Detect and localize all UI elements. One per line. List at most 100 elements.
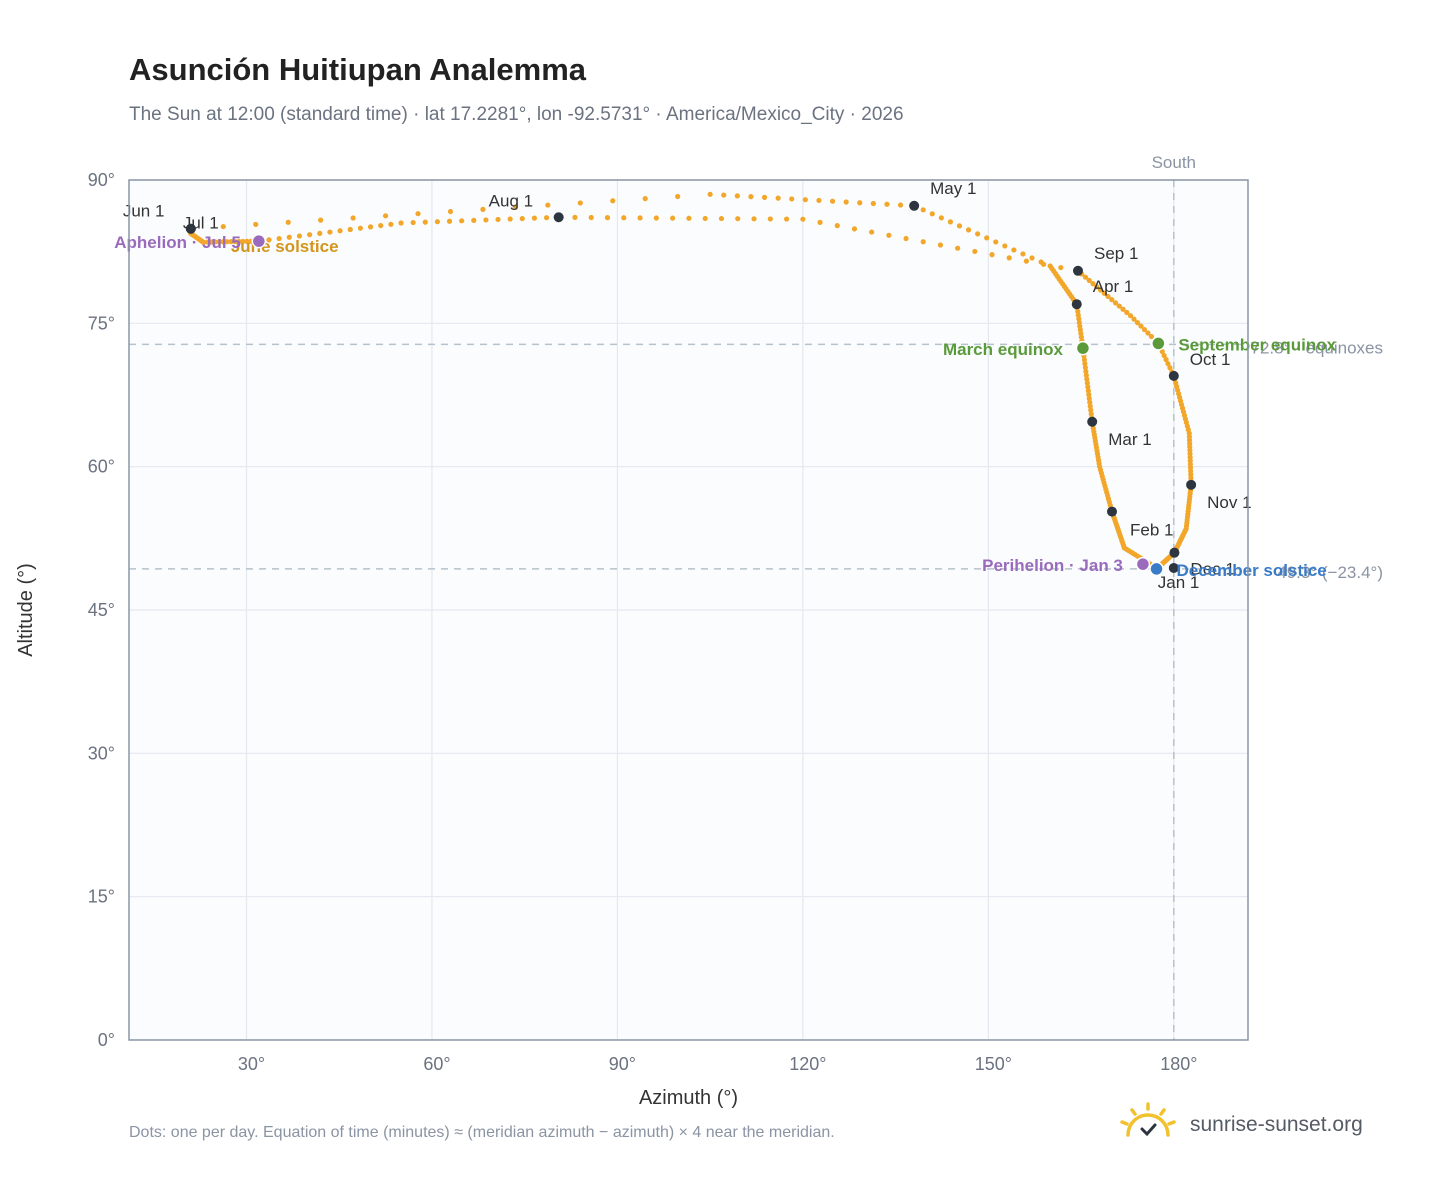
month-label: Nov 1 — [1207, 493, 1251, 512]
daily-dot — [367, 224, 374, 230]
event-dot — [1149, 561, 1164, 577]
daily-dot — [471, 217, 477, 223]
month-label: Feb 1 — [1130, 521, 1173, 540]
x-tick-label: 180° — [1160, 1054, 1197, 1074]
daily-dot — [1011, 247, 1017, 253]
daily-dot — [993, 239, 999, 245]
daily-dot — [588, 214, 594, 221]
daily-dot — [228, 239, 234, 245]
y-tick-label: 60° — [88, 457, 115, 477]
daily-dot — [721, 192, 727, 198]
daily-dot — [956, 223, 963, 229]
daily-dot — [1081, 357, 1087, 363]
daily-dot — [851, 226, 858, 232]
daily-dot — [285, 219, 291, 225]
daily-dot — [286, 234, 292, 240]
daily-dot — [1058, 264, 1064, 271]
x-tick-label: 90° — [609, 1054, 636, 1074]
daily-dot — [1161, 352, 1167, 359]
event-label: September equinox — [1178, 335, 1336, 354]
daily-dot — [318, 217, 324, 223]
daily-dot — [224, 239, 230, 245]
daily-dot — [1085, 388, 1091, 394]
footnote: Dots: one per day. Equation of time (min… — [129, 1124, 835, 1141]
x-tick-label: 60° — [423, 1054, 450, 1074]
daily-dot — [843, 199, 849, 205]
chart-title: Asunción Huitiupan Analemma — [129, 52, 587, 87]
daily-dot — [244, 238, 250, 244]
daily-dot — [236, 238, 242, 245]
event-markers: March equinox September equinox June solst… — [114, 233, 1336, 580]
daily-dot — [707, 191, 713, 197]
daily-dot — [1112, 300, 1119, 306]
y-tick-label: 30° — [88, 743, 115, 763]
daily-dot — [1086, 395, 1092, 402]
month-label: Jul 1 — [183, 214, 219, 233]
daily-dot — [212, 239, 218, 245]
daily-dot — [1088, 407, 1094, 413]
daily-dot — [734, 193, 740, 199]
daily-dot — [897, 202, 904, 208]
month-dot — [1168, 562, 1179, 573]
daily-dot — [1145, 330, 1151, 336]
daily-dot — [531, 215, 538, 221]
x-tick-label: 30° — [238, 1054, 265, 1074]
daily-dot — [817, 219, 823, 226]
daily-dot — [220, 223, 226, 230]
month-label: Apr 1 — [1093, 277, 1134, 296]
daily-dot — [800, 216, 806, 222]
daily-dot — [410, 219, 416, 226]
daily-dot — [1134, 320, 1141, 326]
daily-dot — [220, 239, 226, 245]
daily-dot — [200, 239, 206, 245]
month-markers: Jan 1 Feb 1 Mar 1 Apr 1 May 1 Jun 1 Jul 1 Aug 1… — [123, 179, 1252, 592]
daily-dot — [216, 239, 222, 245]
daily-dot — [857, 200, 863, 206]
brand-logo: sunrise-sunset.org — [1118, 1102, 1388, 1146]
daily-dot — [748, 194, 754, 200]
daily-dot — [604, 215, 611, 221]
daily-dot — [1116, 303, 1122, 309]
daily-dot — [204, 239, 210, 245]
daily-dot — [1088, 411, 1094, 417]
x-tick-label: 150° — [975, 1054, 1012, 1074]
daily-dot — [686, 215, 692, 221]
daily-dot — [965, 227, 972, 233]
daily-dot — [398, 220, 404, 226]
daily-dot — [1023, 258, 1030, 264]
daily-dot — [307, 232, 313, 238]
daily-dot — [1105, 293, 1111, 300]
daily-dot — [1131, 316, 1137, 322]
daily-dot — [816, 197, 822, 204]
y-tick-label: 75° — [88, 313, 115, 333]
daily-dot — [955, 245, 961, 251]
daily-dot — [1097, 287, 1104, 293]
sun-logo-icon — [1120, 1102, 1176, 1137]
daily-dot — [446, 218, 453, 224]
daily-dot — [447, 208, 454, 215]
daily-dot — [834, 223, 840, 229]
month-dot — [553, 212, 564, 223]
month-dot — [1071, 299, 1082, 310]
daily-dot — [938, 215, 944, 221]
daily-dot — [545, 202, 551, 208]
event-dot — [1135, 556, 1151, 572]
daily-dot — [751, 216, 757, 222]
month-label: May 1 — [930, 179, 976, 198]
x-axis-label: Azimuth (°) — [639, 1087, 738, 1109]
daily-dot — [483, 217, 489, 223]
month-dot — [909, 200, 920, 211]
daily-dot — [937, 242, 944, 248]
daily-dot — [653, 215, 659, 221]
daily-dot — [572, 214, 578, 220]
daily-dot — [829, 198, 836, 204]
event-label: Perihelion · Jan 3 — [982, 556, 1123, 575]
month-dot — [1169, 547, 1180, 558]
daily-dot — [1159, 348, 1165, 355]
month-dot — [1106, 506, 1117, 517]
daily-dot — [495, 216, 501, 223]
daily-dot — [1020, 251, 1026, 257]
y-tick-label: 45° — [88, 600, 115, 620]
daily-dot — [1082, 364, 1088, 371]
